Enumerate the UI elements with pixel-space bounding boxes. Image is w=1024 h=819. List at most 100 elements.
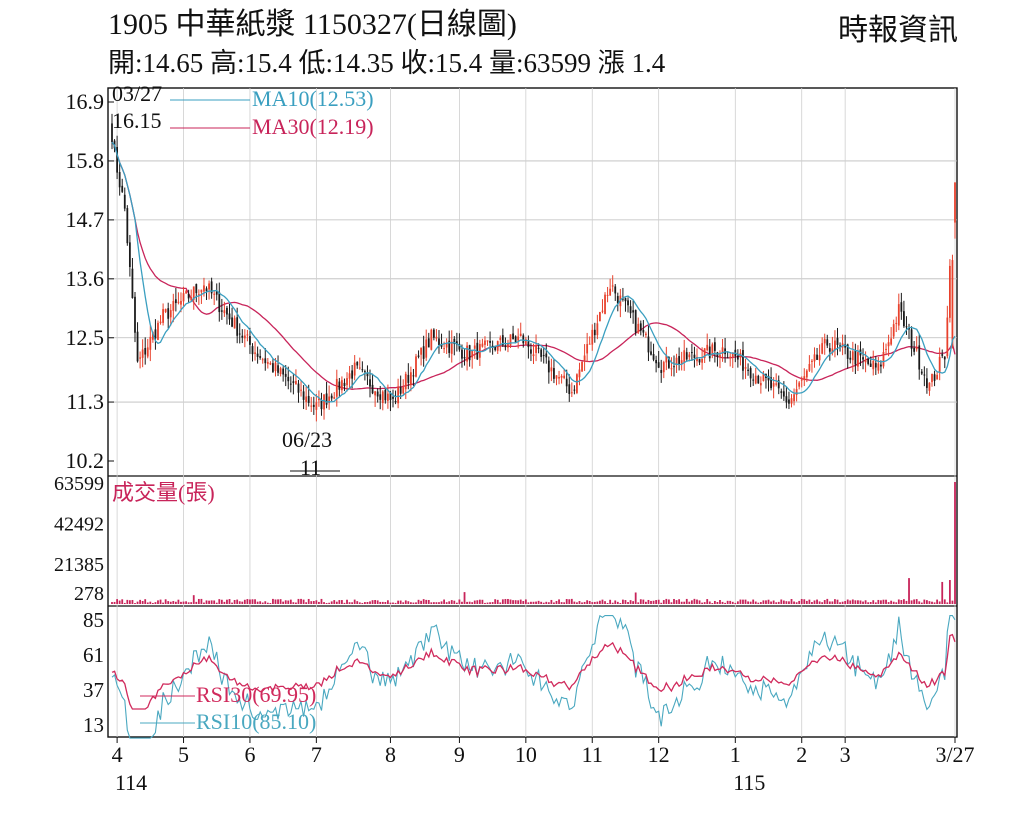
candle bbox=[713, 337, 716, 363]
candle bbox=[828, 342, 831, 361]
volume-bar bbox=[338, 600, 341, 604]
volume-bar bbox=[116, 599, 119, 604]
volume-bar bbox=[867, 602, 870, 604]
candle-body bbox=[558, 376, 560, 379]
candle-body bbox=[213, 293, 216, 295]
source-label: 時報資訊 bbox=[838, 14, 958, 47]
candle bbox=[131, 257, 134, 299]
candle bbox=[448, 330, 451, 358]
price-tick-label: 13.6 bbox=[66, 266, 105, 291]
volume-bar bbox=[905, 600, 908, 604]
candle bbox=[164, 308, 167, 314]
volume-bar bbox=[874, 602, 877, 604]
volume-bar bbox=[289, 599, 292, 604]
candle bbox=[279, 366, 282, 377]
ma10-legend-label: MA10(12.53) bbox=[252, 86, 374, 111]
volume-bar bbox=[550, 599, 553, 604]
candle bbox=[880, 360, 882, 374]
candle-body bbox=[501, 335, 504, 346]
x-axis-label: 3/27 bbox=[935, 742, 974, 767]
volume-bar bbox=[435, 602, 438, 604]
volume-bar bbox=[157, 600, 159, 604]
volume-bar bbox=[545, 601, 548, 604]
candle-body bbox=[586, 344, 589, 354]
candle-body bbox=[144, 348, 147, 355]
candle-body bbox=[341, 380, 343, 391]
candle bbox=[338, 377, 341, 397]
candle bbox=[936, 372, 939, 380]
candle-body bbox=[938, 356, 941, 372]
volume-bar bbox=[376, 600, 379, 604]
candle-body bbox=[759, 383, 762, 386]
volume-bar bbox=[767, 599, 770, 604]
rsi10-legend-label: RSI10(85.10) bbox=[196, 709, 316, 734]
candle bbox=[507, 339, 509, 353]
volume-bar bbox=[780, 599, 783, 604]
candle-body bbox=[277, 365, 279, 373]
candle bbox=[440, 333, 443, 349]
candle bbox=[923, 366, 926, 387]
candle-body bbox=[151, 332, 154, 340]
volume-bar bbox=[573, 601, 576, 604]
candle bbox=[560, 374, 563, 384]
volume-bar bbox=[269, 603, 272, 604]
candle bbox=[599, 311, 601, 322]
volume-bar bbox=[249, 599, 251, 604]
volume-bar bbox=[639, 599, 642, 604]
volume-bar bbox=[228, 599, 231, 604]
volume-bar bbox=[151, 602, 154, 604]
candle bbox=[742, 341, 744, 380]
candle bbox=[162, 303, 164, 326]
candle bbox=[836, 327, 839, 356]
candle-body bbox=[407, 374, 410, 383]
candle bbox=[622, 287, 624, 302]
candle bbox=[627, 297, 629, 313]
candle-body bbox=[553, 368, 555, 379]
x-axis-label: 9 bbox=[454, 742, 465, 767]
volume-bar bbox=[524, 599, 527, 604]
candle bbox=[946, 305, 949, 359]
candle bbox=[197, 289, 200, 305]
x-axis-year-label: 114 bbox=[115, 770, 147, 795]
candle-body bbox=[880, 364, 882, 367]
volume-bar bbox=[453, 600, 456, 604]
candle-body bbox=[527, 341, 530, 348]
candle bbox=[295, 369, 297, 385]
volume-bar bbox=[946, 602, 949, 604]
candle bbox=[226, 305, 228, 325]
volume-bar bbox=[627, 602, 629, 604]
candle-body bbox=[864, 359, 867, 363]
candle bbox=[900, 292, 903, 320]
volume-bar bbox=[900, 600, 903, 604]
candle bbox=[259, 349, 262, 360]
volume-bar bbox=[828, 601, 831, 604]
candle bbox=[341, 376, 343, 394]
volume-bar bbox=[292, 602, 295, 604]
candle-body bbox=[667, 357, 670, 368]
candle-body bbox=[639, 323, 642, 331]
candle-body bbox=[836, 337, 839, 345]
candle bbox=[397, 378, 400, 409]
candle bbox=[798, 381, 801, 390]
candle-body bbox=[226, 307, 228, 315]
volume-bar bbox=[688, 601, 691, 604]
ohlc-summary: 開:14.65 高:15.4 低:14.35 收:15.4 量:63599 漲 … bbox=[108, 48, 666, 78]
volume-bar bbox=[305, 602, 308, 604]
candle-body bbox=[655, 360, 658, 364]
candle-body bbox=[524, 339, 527, 345]
volume-bar bbox=[673, 598, 675, 604]
candle bbox=[169, 304, 172, 326]
candle bbox=[915, 336, 918, 352]
candle bbox=[573, 385, 576, 395]
candle-body bbox=[698, 359, 701, 363]
volume-bar bbox=[468, 601, 471, 604]
candle bbox=[249, 327, 251, 354]
volume-bar bbox=[701, 602, 703, 604]
volume-bar bbox=[351, 602, 354, 604]
candle-body bbox=[494, 347, 497, 351]
candle-body bbox=[800, 379, 803, 381]
candle bbox=[762, 370, 765, 382]
candle bbox=[711, 342, 714, 359]
candle-body bbox=[111, 123, 113, 143]
